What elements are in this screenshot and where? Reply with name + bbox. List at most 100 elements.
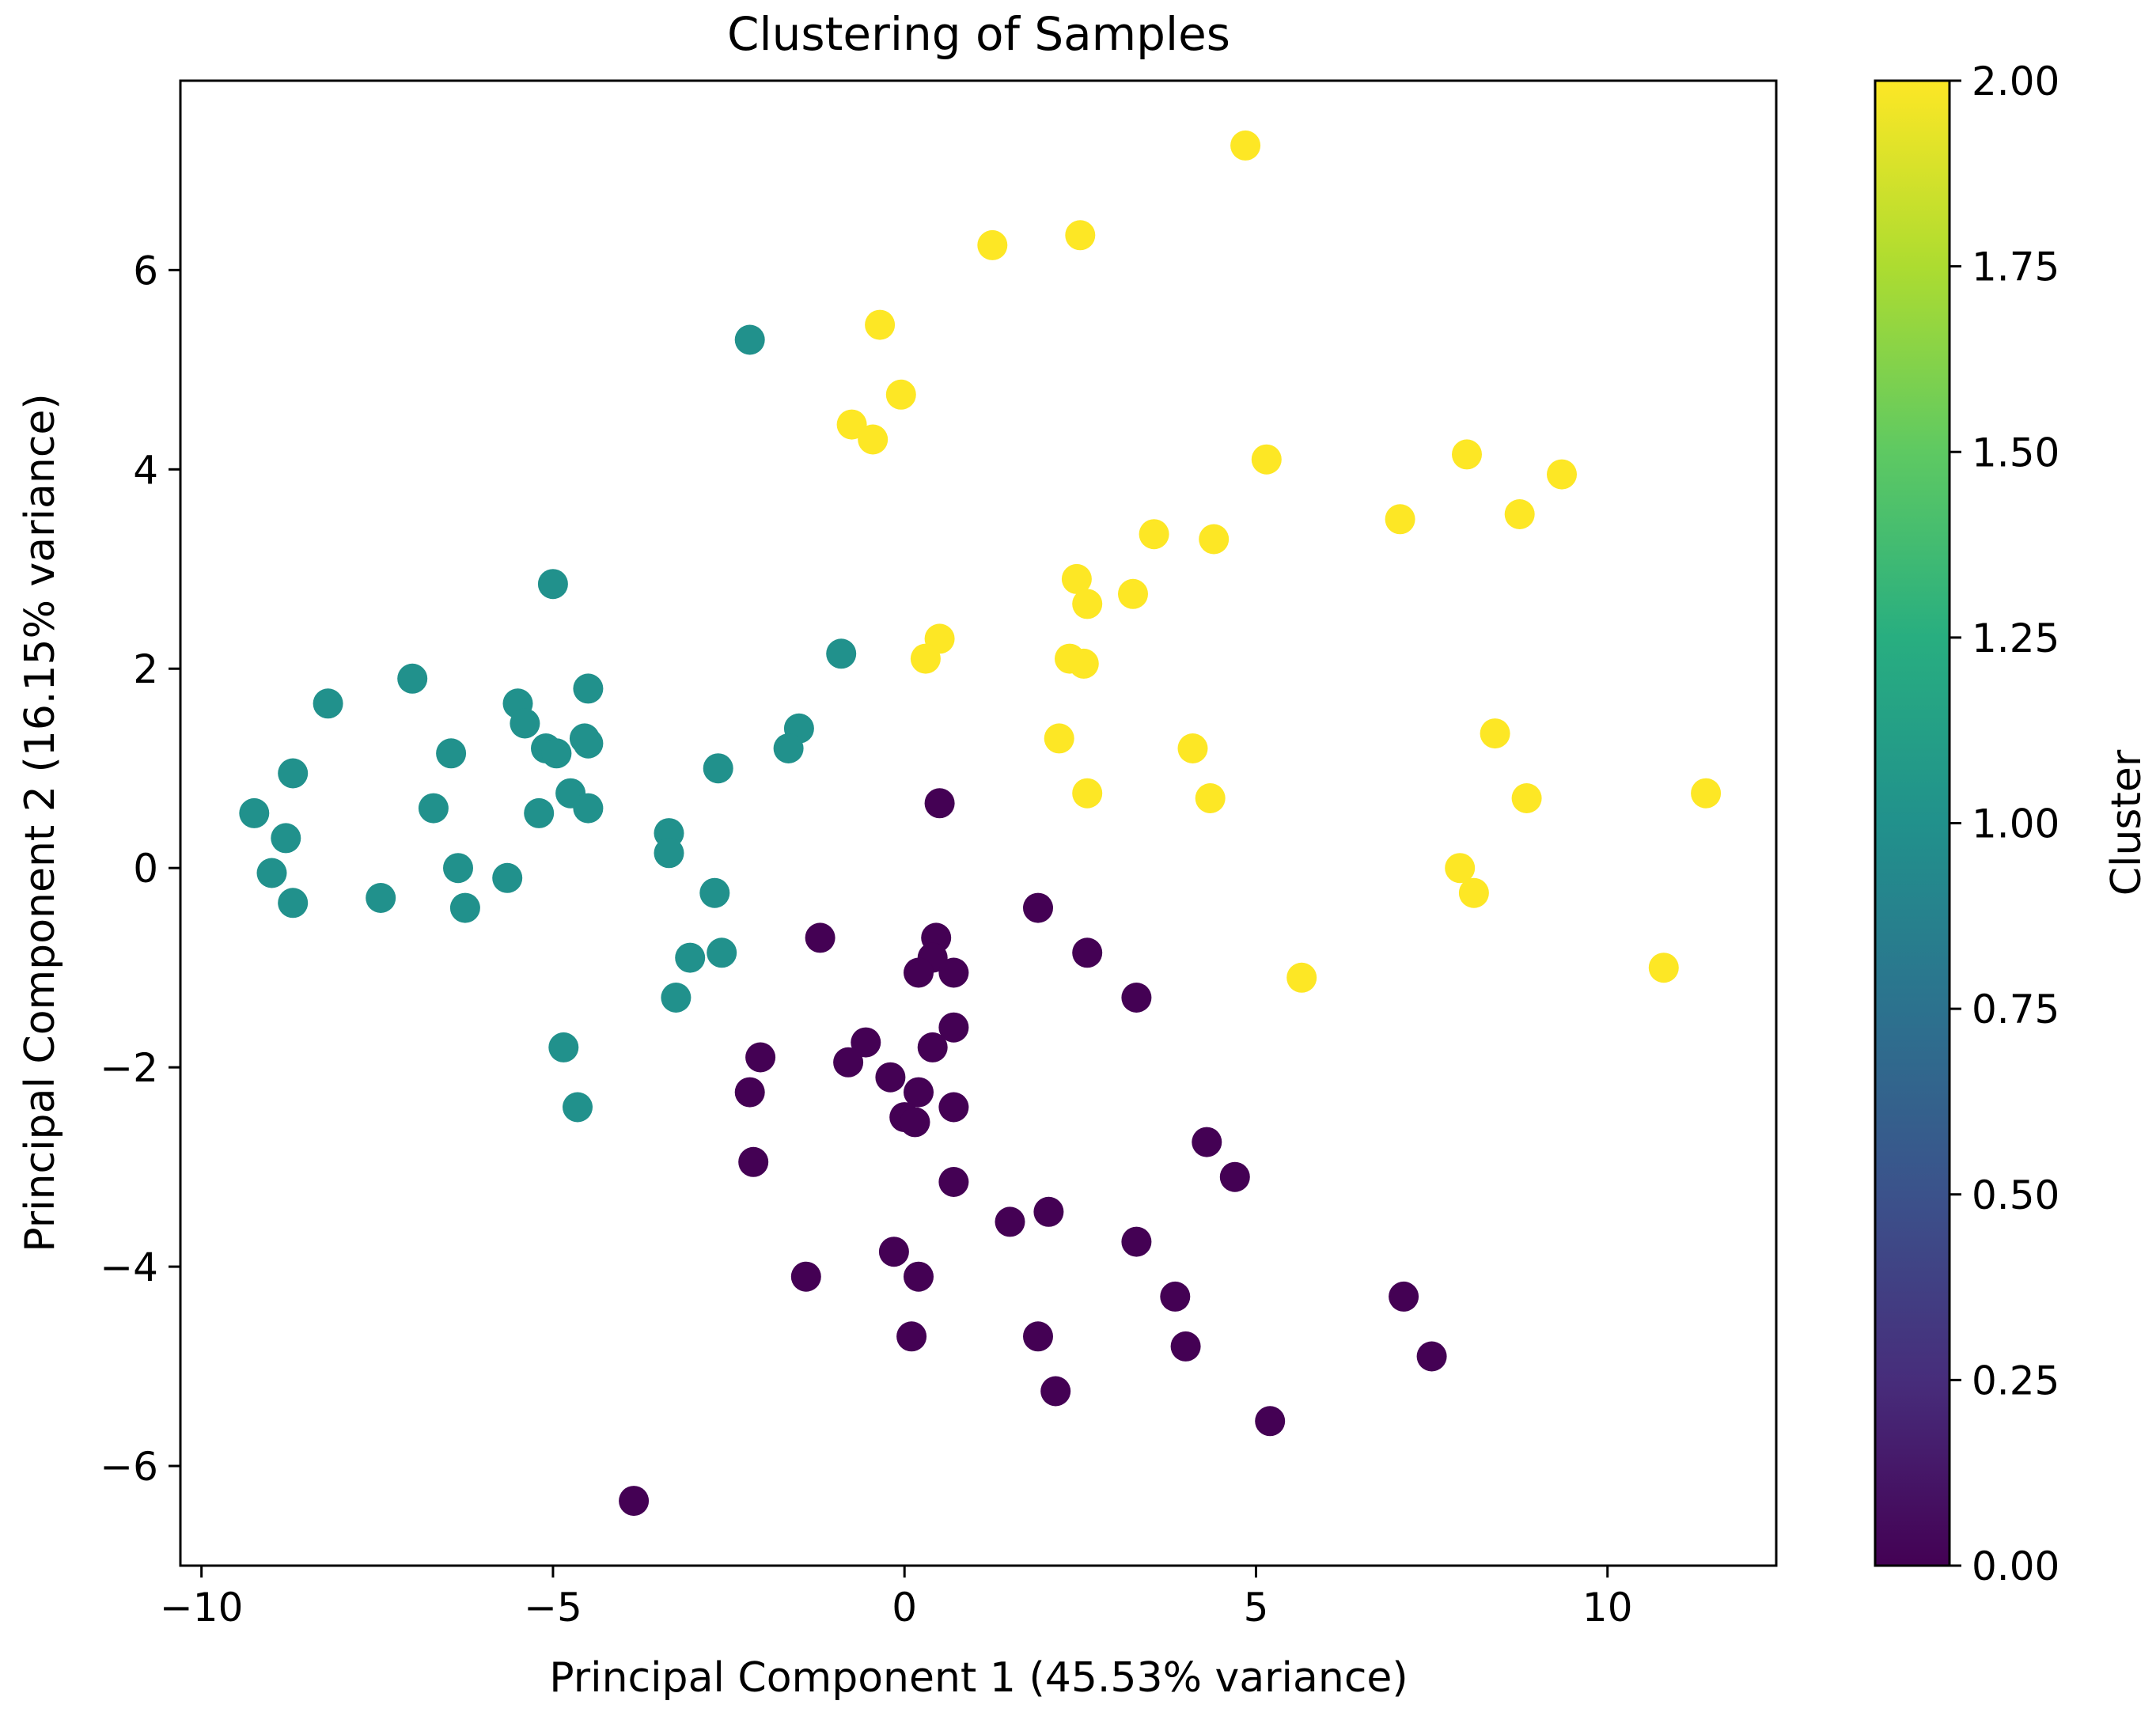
data-point-cluster-1	[675, 942, 706, 973]
data-point-cluster-2	[910, 643, 941, 674]
data-point-cluster-0	[1219, 1161, 1250, 1192]
data-point-cluster-1	[436, 738, 467, 769]
data-point-cluster-2	[1065, 220, 1096, 251]
chart-title: Clustering of Samples	[727, 7, 1230, 61]
data-point-cluster-1	[278, 758, 309, 789]
data-point-cluster-0	[904, 1261, 934, 1292]
data-point-cluster-2	[1044, 723, 1074, 754]
data-point-cluster-0	[896, 1321, 927, 1352]
data-point-cluster-1	[541, 738, 572, 769]
x-tick-label: 10	[1582, 1585, 1633, 1631]
data-point-cluster-0	[619, 1486, 650, 1517]
x-tick-label: −5	[524, 1585, 582, 1631]
data-point-cluster-2	[1199, 524, 1230, 555]
x-tick-label: −10	[160, 1585, 244, 1631]
data-point-cluster-2	[1385, 504, 1415, 535]
data-point-cluster-2	[1458, 877, 1489, 908]
data-point-cluster-2	[865, 309, 896, 340]
data-point-cluster-1	[537, 569, 568, 600]
data-point-cluster-1	[734, 324, 765, 355]
data-point-cluster-1	[707, 937, 737, 968]
data-point-cluster-2	[1195, 783, 1226, 813]
colorbar-tick-label: 0.00	[1972, 1543, 2059, 1589]
colorbar-tick-label: 1.75	[1972, 244, 2059, 290]
data-point-cluster-2	[1230, 130, 1261, 161]
data-point-cluster-2	[1504, 499, 1535, 529]
data-point-cluster-0	[924, 788, 955, 819]
data-point-cluster-0	[938, 1092, 969, 1123]
data-point-cluster-0	[1023, 1321, 1053, 1352]
data-point-cluster-2	[885, 379, 916, 410]
data-point-cluster-2	[858, 424, 889, 455]
data-point-cluster-1	[654, 838, 684, 869]
data-point-cluster-2	[1691, 778, 1722, 809]
data-point-cluster-2	[1452, 439, 1482, 470]
data-point-cluster-1	[443, 853, 473, 884]
data-point-cluster-1	[397, 663, 428, 694]
data-point-cluster-2	[1177, 733, 1208, 763]
data-point-cluster-0	[1170, 1331, 1201, 1362]
y-tick-label: −4	[100, 1244, 158, 1290]
data-point-cluster-1	[573, 673, 604, 704]
colorbar-ticks: 0.00 0.25 0.50 0.75 1.00 1.25 1.50 1.75 2.00	[1949, 59, 2059, 1589]
data-point-cluster-2	[1061, 563, 1092, 594]
plot-frame	[179, 79, 1778, 1567]
data-point-cluster-1	[271, 823, 301, 854]
y-tick-label: −6	[100, 1444, 158, 1490]
x-tick-label: 0	[892, 1585, 917, 1631]
data-point-cluster-0	[1255, 1406, 1286, 1437]
data-point-cluster-2	[836, 409, 867, 440]
data-point-cluster-0	[938, 1167, 969, 1197]
data-point-cluster-0	[738, 1146, 769, 1177]
data-point-cluster-0	[904, 1077, 934, 1108]
data-point-cluster-0	[1389, 1281, 1419, 1312]
data-point-cluster-1	[256, 858, 287, 888]
y-tick-label: −2	[100, 1045, 158, 1091]
y-axis-ticks: −6 −4 −2 0 2 4 6	[100, 248, 180, 1490]
data-point-cluster-0	[745, 1042, 776, 1073]
data-point-cluster-2	[1445, 853, 1476, 884]
data-point-cluster-2	[1286, 962, 1317, 993]
colorbar-tick-label: 1.00	[1972, 801, 2059, 847]
colorbar-label: Cluster	[2103, 749, 2150, 896]
colorbar-gradient	[1875, 81, 1949, 1566]
data-point-cluster-1	[524, 797, 555, 828]
data-point-cluster-1	[418, 793, 449, 824]
data-point-cluster-2	[1139, 519, 1169, 550]
data-point-cluster-0	[1121, 1226, 1152, 1257]
data-point-cluster-2	[1480, 718, 1510, 749]
colorbar-tick-label: 0.75	[1972, 987, 2059, 1032]
data-point-cluster-1	[573, 728, 604, 759]
data-point-cluster-2	[1072, 778, 1103, 809]
data-point-cluster-0	[734, 1077, 765, 1108]
data-point-cluster-2	[1118, 578, 1148, 609]
data-point-cluster-1	[703, 753, 733, 784]
data-point-cluster-1	[548, 1032, 579, 1062]
data-point-cluster-1	[239, 797, 270, 828]
colorbar-tick-label: 0.25	[1972, 1358, 2059, 1403]
data-point-cluster-0	[1023, 892, 1053, 923]
data-point-cluster-0	[1192, 1127, 1222, 1157]
x-axis-ticks: −10 −5 0 5 10	[160, 1566, 1633, 1631]
data-point-cluster-0	[1121, 983, 1152, 1013]
data-point-cluster-2	[1511, 783, 1542, 813]
data-point-cluster-0	[805, 922, 835, 953]
data-point-cluster-0	[917, 1032, 948, 1062]
data-point-cluster-0	[1072, 937, 1103, 968]
data-point-cluster-1	[510, 708, 540, 739]
data-point-cluster-2	[1072, 589, 1103, 619]
data-point-cluster-1	[699, 877, 730, 908]
data-point-cluster-1	[563, 1092, 593, 1123]
data-point-cluster-0	[900, 1107, 930, 1138]
data-point-cluster-1	[661, 983, 692, 1013]
data-point-cluster-0	[938, 957, 969, 988]
data-point-cluster-1	[492, 862, 523, 893]
y-tick-label: 6	[133, 248, 158, 294]
data-point-cluster-0	[1033, 1196, 1064, 1227]
data-point-cluster-0	[878, 1237, 909, 1267]
data-point-cluster-1	[773, 733, 804, 763]
data-point-cluster-0	[875, 1062, 906, 1093]
data-point-cluster-1	[366, 883, 396, 913]
